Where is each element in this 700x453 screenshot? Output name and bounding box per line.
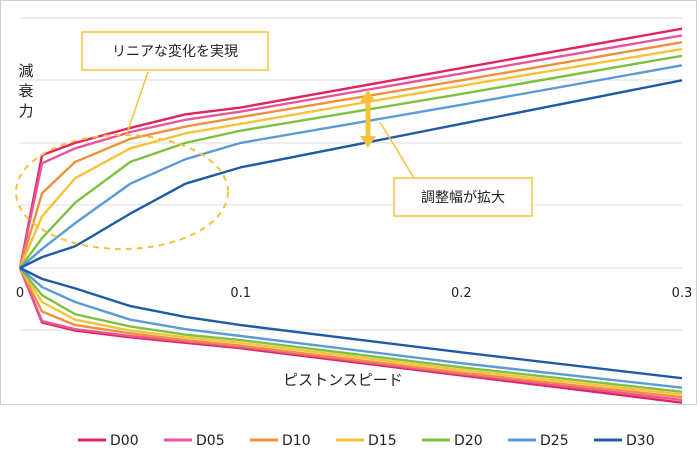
series-layer — [18, 27, 683, 404]
legend: D00 D05 D10 D15 D20 D25 D30 — [78, 433, 655, 449]
series-line-upper-d30 — [19, 79, 683, 270]
range-callout-line — [379, 121, 415, 179]
series-line-upper-d20 — [19, 54, 683, 269]
series-line-lower-d15 — [18, 267, 683, 396]
series-line-lower-d30 — [19, 266, 683, 380]
range-callout-box — [393, 177, 533, 217]
grid-layer — [20, 17, 682, 331]
linear-callout-text: リニアな変化を実現 — [112, 43, 238, 60]
series-line-lower-d00 — [18, 267, 683, 404]
legend-label-d10: D10 — [282, 433, 311, 449]
x-tick-label: 0 — [16, 286, 24, 301]
legend-label-d25: D25 — [540, 433, 569, 449]
series-line-upper-d25 — [19, 64, 683, 269]
series-line-lower-d25 — [19, 267, 683, 389]
legend-label-d20: D20 — [454, 433, 483, 449]
x-tick-label: 0.3 — [672, 286, 693, 301]
linear-callout-box — [81, 31, 269, 71]
x-tick-labels: 0 0.1 0.2 0.3 — [16, 286, 692, 301]
y-axis-label: 減衰力 — [18, 62, 33, 120]
x-tick-label: 0.2 — [451, 286, 472, 301]
range-arrow-head-down — [360, 136, 376, 148]
range-arrow-head-up — [360, 90, 376, 102]
series-line-upper-d05 — [18, 34, 683, 269]
annotation-layer: リニアな変化を実現 調整幅が拡大 — [15, 31, 533, 250]
linear-region-ellipse — [15, 134, 229, 250]
axis-labels: ピストンスピード 減衰力 — [18, 62, 402, 389]
x-axis-label: ピストンスピード — [283, 371, 403, 389]
series-line-lower-d05 — [18, 267, 683, 402]
series-line-upper-d15 — [18, 47, 683, 269]
series-line-upper-d00 — [18, 27, 683, 269]
series-line-lower-d10 — [18, 267, 683, 399]
linear-callout-line — [125, 71, 149, 137]
series-line-upper-d10 — [18, 41, 683, 269]
range-callout-text: 調整幅が拡大 — [421, 190, 505, 206]
legend-label-d00: D00 — [110, 433, 139, 449]
legend-label-d15: D15 — [368, 433, 397, 449]
legend-label-d05: D05 — [196, 433, 225, 449]
series-line-lower-d20 — [19, 267, 683, 393]
legend-label-d30: D30 — [626, 433, 655, 449]
x-tick-label: 0.1 — [230, 286, 251, 301]
